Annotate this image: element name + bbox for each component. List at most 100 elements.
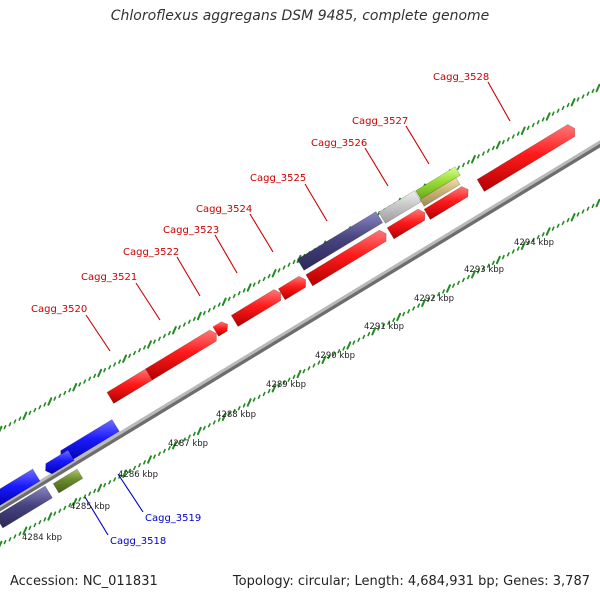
label-cagg-3521: Cagg_3521 [81, 272, 137, 283]
minor-tick [93, 488, 97, 494]
leader-cagg-3523 [214, 234, 238, 274]
leader-cagg-3524 [249, 213, 274, 253]
minor-tick [93, 373, 97, 379]
major-tick [221, 297, 227, 306]
minor-tick [292, 259, 296, 265]
minor-tick [362, 334, 366, 340]
minor-tick [501, 139, 505, 145]
minor-tick [43, 517, 47, 522]
gene-cagg-3521 [145, 329, 217, 381]
leader-cagg-3522 [176, 256, 201, 297]
minor-tick [207, 308, 211, 313]
minor-tick [531, 122, 535, 128]
minor-tick [113, 477, 117, 482]
label-cagg-3522: Cagg_3522 [123, 247, 179, 258]
minor-tick [526, 240, 530, 246]
minor-tick [207, 423, 211, 428]
minor-tick [13, 419, 17, 424]
major-tick [0, 425, 3, 433]
minor-tick [327, 354, 331, 360]
minor-tick [442, 289, 445, 294]
minor-tick [277, 383, 281, 388]
minor-tick [531, 237, 535, 243]
minor-tick [481, 151, 485, 156]
minor-tick [202, 310, 206, 316]
minor-tick [133, 465, 136, 471]
minor-tick [192, 316, 196, 322]
minor-tick [38, 519, 42, 525]
major-tick [22, 526, 28, 535]
minor-tick [8, 422, 12, 427]
minor-tick [177, 440, 181, 445]
minor-tick [163, 333, 166, 339]
major-tick [122, 354, 128, 363]
major-tick [47, 512, 53, 521]
backbone-shadow [0, 140, 600, 512]
major-tick [147, 455, 152, 464]
major-tick [72, 498, 78, 507]
minor-tick [33, 407, 37, 413]
minor-tick [63, 505, 67, 511]
minor-tick [516, 131, 520, 136]
minor-tick [511, 249, 515, 254]
minor-tick [163, 448, 166, 454]
minor-tick [257, 279, 261, 285]
minor-tick [192, 431, 196, 437]
minor-tick [138, 462, 141, 468]
lower-tick-track [0, 198, 600, 548]
major-tick [520, 241, 526, 250]
leader-cagg-3519 [117, 473, 144, 513]
minor-tick [307, 366, 311, 371]
gene-cagg-3528 [476, 124, 576, 192]
major-tick [97, 483, 103, 493]
genome-summary-text: Topology: circular; Length: 4,684,931 bp… [232, 574, 590, 589]
label-cagg-3520: Cagg_3520 [31, 304, 87, 315]
minor-tick [437, 291, 440, 297]
minor-tick [108, 365, 112, 370]
minor-tick [551, 111, 555, 116]
minor-tick [581, 94, 585, 99]
minor-tick [377, 326, 381, 331]
minor-tick [103, 367, 107, 373]
minor-tick [556, 223, 560, 228]
major-tick [147, 340, 152, 349]
major-tick [171, 441, 177, 450]
ruler-label: 4294 kbp [514, 238, 554, 248]
minor-tick [541, 232, 545, 237]
major-tick [545, 112, 551, 121]
minor-tick [227, 411, 231, 417]
label-cagg-3527: Cagg_3527 [352, 116, 408, 127]
minor-tick [202, 425, 206, 431]
minor-tick [476, 269, 480, 274]
minor-tick [43, 402, 47, 407]
minor-tick [187, 319, 191, 324]
gene-labels: Cagg_3520 Cagg_3521 Cagg_3522 Cagg_3523 Cagg… [31, 72, 489, 547]
major-tick [371, 327, 377, 336]
minor-tick [511, 134, 515, 139]
minor-tick [457, 280, 460, 286]
label-cagg-3528: Cagg_3528 [433, 72, 489, 83]
label-cagg-3518: Cagg_3518 [110, 536, 166, 547]
major-tick [495, 140, 501, 150]
label-cagg-3524: Cagg_3524 [196, 204, 252, 215]
minor-tick [3, 424, 7, 430]
major-tick [22, 411, 28, 420]
minor-tick [227, 296, 231, 302]
minor-tick [352, 340, 356, 345]
minor-tick [242, 288, 246, 293]
minor-tick [462, 277, 465, 283]
major-tick [271, 384, 277, 393]
minor-tick [536, 120, 540, 125]
minor-tick [128, 468, 131, 474]
minor-tick [586, 206, 590, 211]
gene-cagg-3525 [305, 229, 387, 287]
minor-tick [252, 282, 256, 287]
major-tick [196, 426, 202, 436]
minor-tick [133, 350, 136, 356]
leader-cagg-3521 [135, 282, 161, 321]
minor-tick [168, 445, 171, 451]
major-tick [570, 98, 576, 107]
minor-tick [491, 145, 495, 151]
genome-backbone [0, 140, 600, 512]
major-tick [346, 341, 352, 350]
